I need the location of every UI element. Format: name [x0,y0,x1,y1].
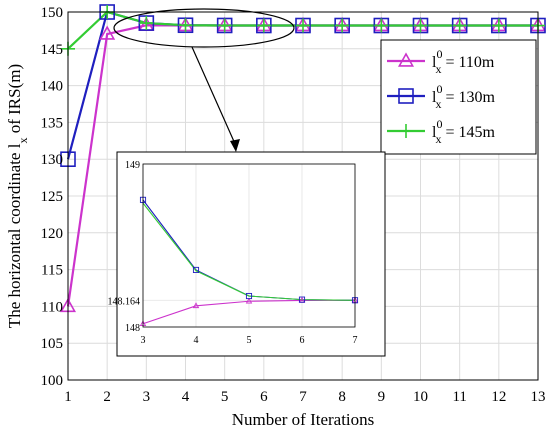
tick-labels: 1 2 3 4 5 6 7 8 9 10 11 12 1310010511011512012513013… [41,5,546,405]
series-3-point [452,18,467,33]
inset-y-tick-label: 148 [125,323,140,334]
x-tick-label: 3 [143,389,151,405]
series-3-point [335,18,350,33]
legend-marker [397,52,415,67]
y-tick-label: 145 [41,42,64,58]
x-tick-label: 6 [260,389,268,405]
y-tick-label: 100 [41,373,64,389]
y-tick-label: 120 [41,226,64,242]
inset-frame [142,163,356,328]
x-tick-label: 1 [64,389,72,405]
series-3-point [296,18,310,33]
x-tick-label: 7 [299,389,307,405]
legend-sub: x [435,97,441,111]
inset-y-tick-label: 149 [125,160,140,171]
series-3-point [491,18,506,33]
inset-x-tick-label: 7 [353,335,358,346]
zoom-arrow [191,46,237,147]
y-tick-label: 130 [41,152,64,168]
legend-sup: 0 [436,82,442,96]
x-tick-label: 11 [452,389,466,405]
legend-l: l [432,124,437,141]
legend-entry: l0 x = 110m [432,47,495,76]
inset-series-line-3 [142,202,356,301]
legend-marker [399,124,413,138]
x-tick-label: 4 [182,389,190,405]
legend-value: = 130m [441,89,495,106]
y-tick-label: 135 [41,115,64,131]
inset-series-1-point [192,302,200,309]
inset-x-tick-label: 3 [141,335,146,346]
inset-series-2-point [245,292,253,300]
x-tick-label: 5 [221,389,229,405]
legend-sub: x [435,62,441,76]
y-axis-label: The horizontal coordinate lx of IRS(m) [5,64,30,328]
series-3-point [374,18,389,33]
legend-value: = 110m [441,54,494,71]
legend-l: l [432,89,437,106]
inset-x-tick-label: 5 [247,335,252,346]
series-3-point [256,18,271,33]
legend-sup: 0 [436,117,442,131]
inset-x-tick-label: 4 [194,335,199,346]
series-3-point [178,18,193,33]
inset-chart: 3 4 5 6 7 148 148.164 149 [108,151,386,357]
plot-frame [67,11,539,381]
x-tick-label: 8 [338,389,346,405]
legend-l: l [432,54,437,71]
x-tick-label: 9 [378,389,386,405]
y-tick-label: 140 [41,79,64,95]
inset-background [116,151,386,357]
y-tick-label: 110 [41,299,63,315]
series-3-point [413,18,428,33]
x-tick-label: 10 [413,389,428,405]
x-tick-label: 12 [491,389,506,405]
legend-sub: x [435,132,441,146]
series-3-point [139,16,154,31]
inset-series-1-point [245,297,253,304]
legend-entry: l0 x = 130m [432,82,495,111]
legend-value: = 145m [441,124,495,141]
inset-series-2-point [192,266,200,274]
zoom-arrow-head [230,139,240,152]
y-tick-label: 115 [41,263,63,279]
x-tick-label: 2 [103,389,111,405]
zoom-ellipse [113,8,295,48]
y-tick-label: 105 [41,336,64,352]
y-tick-label: 125 [41,189,64,205]
inset-series-2-point [298,296,306,303]
series-1-point [99,25,116,40]
inset-x-tick-label: 6 [300,335,305,346]
x-tick-label: 13 [531,389,546,405]
series-3-point [217,18,232,33]
legend-marker [398,88,414,104]
legend-entry: l0 x = 145m [432,117,495,146]
legend-sup: 0 [436,47,442,61]
x-axis-label: Number of Iterations [232,410,375,429]
inset-y-tick-label: 148.164 [108,296,141,307]
y-tick-label: 150 [41,5,64,21]
